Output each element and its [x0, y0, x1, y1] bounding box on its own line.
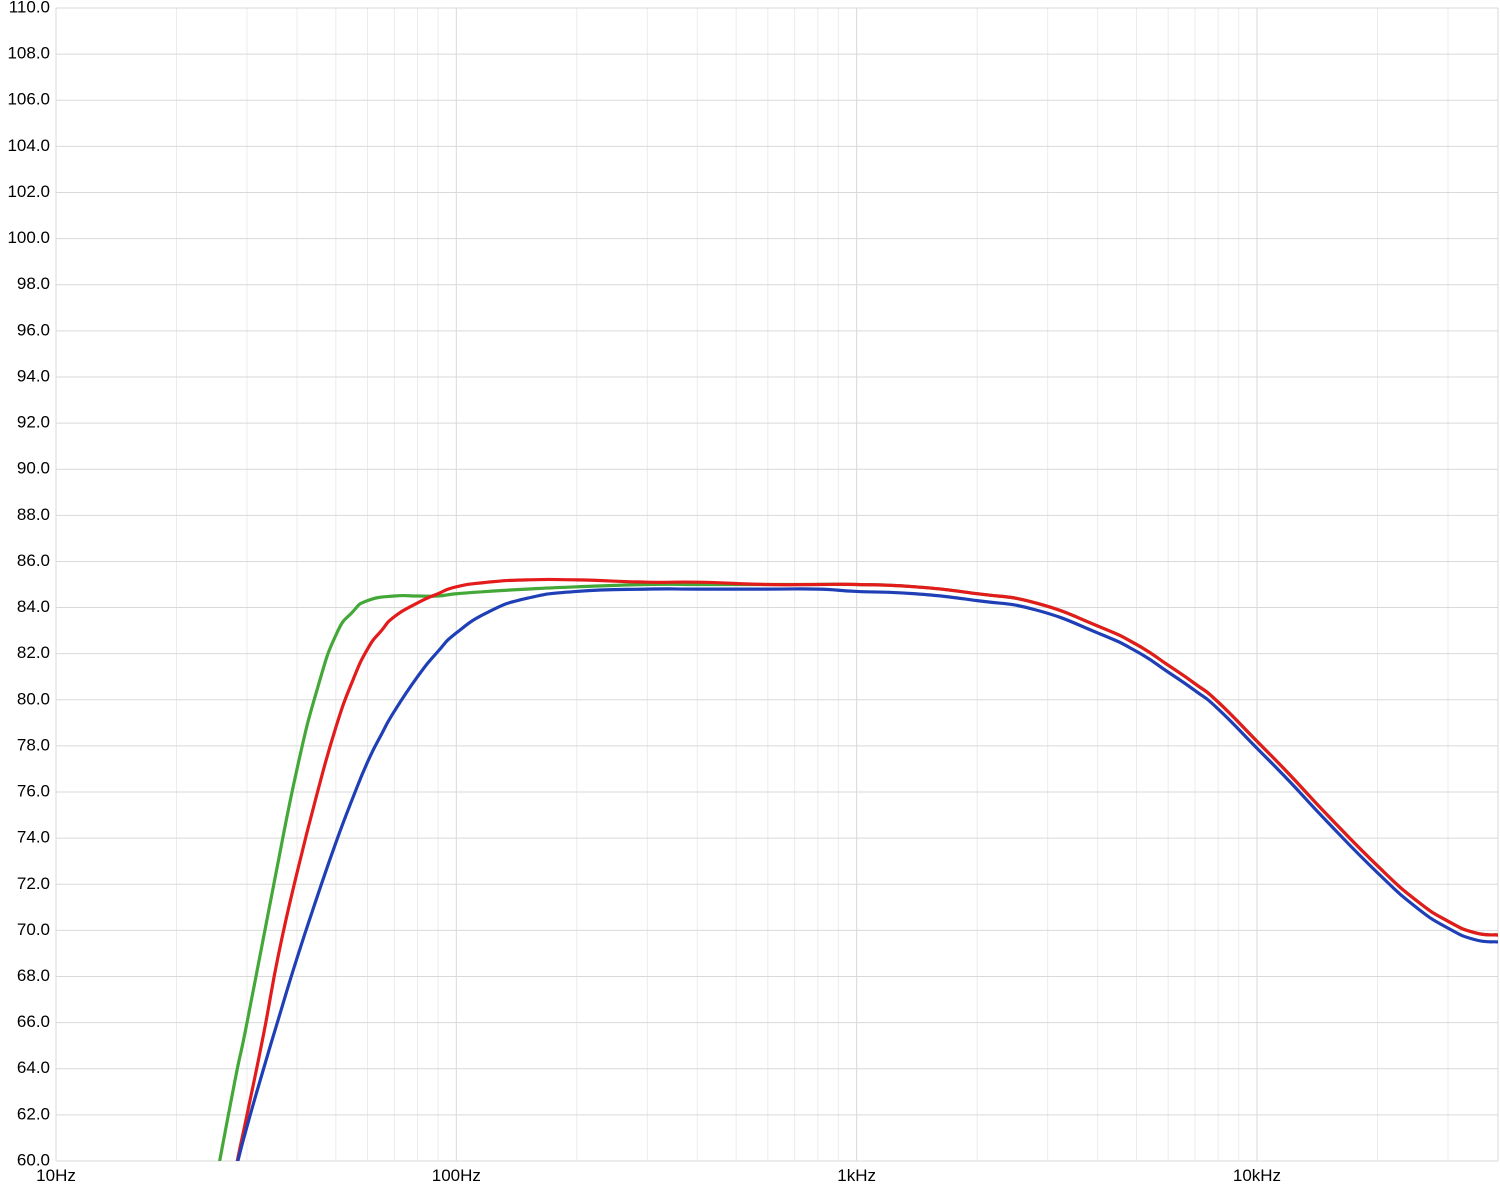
series-group — [177, 579, 1498, 1198]
frequency-response-chart: 110.0 108.0 106.0 104.0 102.0 100.0 98.0 96.0 94… — [0, 0, 1500, 1198]
y-tick-label: 92.0 — [17, 413, 50, 432]
y-tick-label: 108.0 — [7, 44, 50, 63]
y-tick-label: 88.0 — [17, 505, 50, 524]
series-red — [193, 579, 1498, 1198]
x-tick-label: 100Hz — [432, 1166, 481, 1185]
y-tick-label: 66.0 — [17, 1012, 50, 1031]
y-tick-label: 76.0 — [17, 782, 50, 801]
y-tick-label: 70.0 — [17, 920, 50, 939]
y-tick-label: 94.0 — [17, 366, 50, 385]
y-tick-label: 72.0 — [17, 874, 50, 893]
y-tick-label: 106.0 — [7, 90, 50, 109]
y-tick-label: 80.0 — [17, 689, 50, 708]
chart-svg: 110.0 108.0 106.0 104.0 102.0 100.0 98.0 96.0 94… — [0, 0, 1500, 1198]
y-tick-label: 86.0 — [17, 551, 50, 570]
x-axis-labels: 10Hz 100Hz 1kHz 10kHz — [36, 1166, 1281, 1185]
y-tick-label: 74.0 — [17, 828, 50, 847]
y-tick-label: 110.0 — [9, 0, 50, 16]
y-tick-label: 82.0 — [17, 643, 50, 662]
y-tick-label: 100.0 — [7, 228, 50, 247]
y-tick-label: 104.0 — [7, 136, 50, 155]
y-tick-label: 96.0 — [17, 320, 50, 339]
y-tick-label: 62.0 — [17, 1104, 50, 1123]
y-axis-labels: 110.0 108.0 106.0 104.0 102.0 100.0 98.0 96.0 94… — [7, 0, 50, 1169]
y-tick-label: 90.0 — [17, 459, 50, 478]
x-tick-label: 1kHz — [837, 1166, 876, 1185]
y-tick-label: 98.0 — [17, 274, 50, 293]
series-green — [177, 584, 1498, 1198]
y-tick-label: 78.0 — [17, 735, 50, 754]
y-tick-label: 64.0 — [17, 1058, 50, 1077]
series-blue — [193, 589, 1498, 1198]
y-tick-label: 68.0 — [17, 966, 50, 985]
x-tick-label: 10kHz — [1233, 1166, 1281, 1185]
y-tick-label: 102.0 — [7, 182, 50, 201]
y-tick-label: 84.0 — [17, 597, 50, 616]
x-tick-label: 10Hz — [36, 1166, 76, 1185]
